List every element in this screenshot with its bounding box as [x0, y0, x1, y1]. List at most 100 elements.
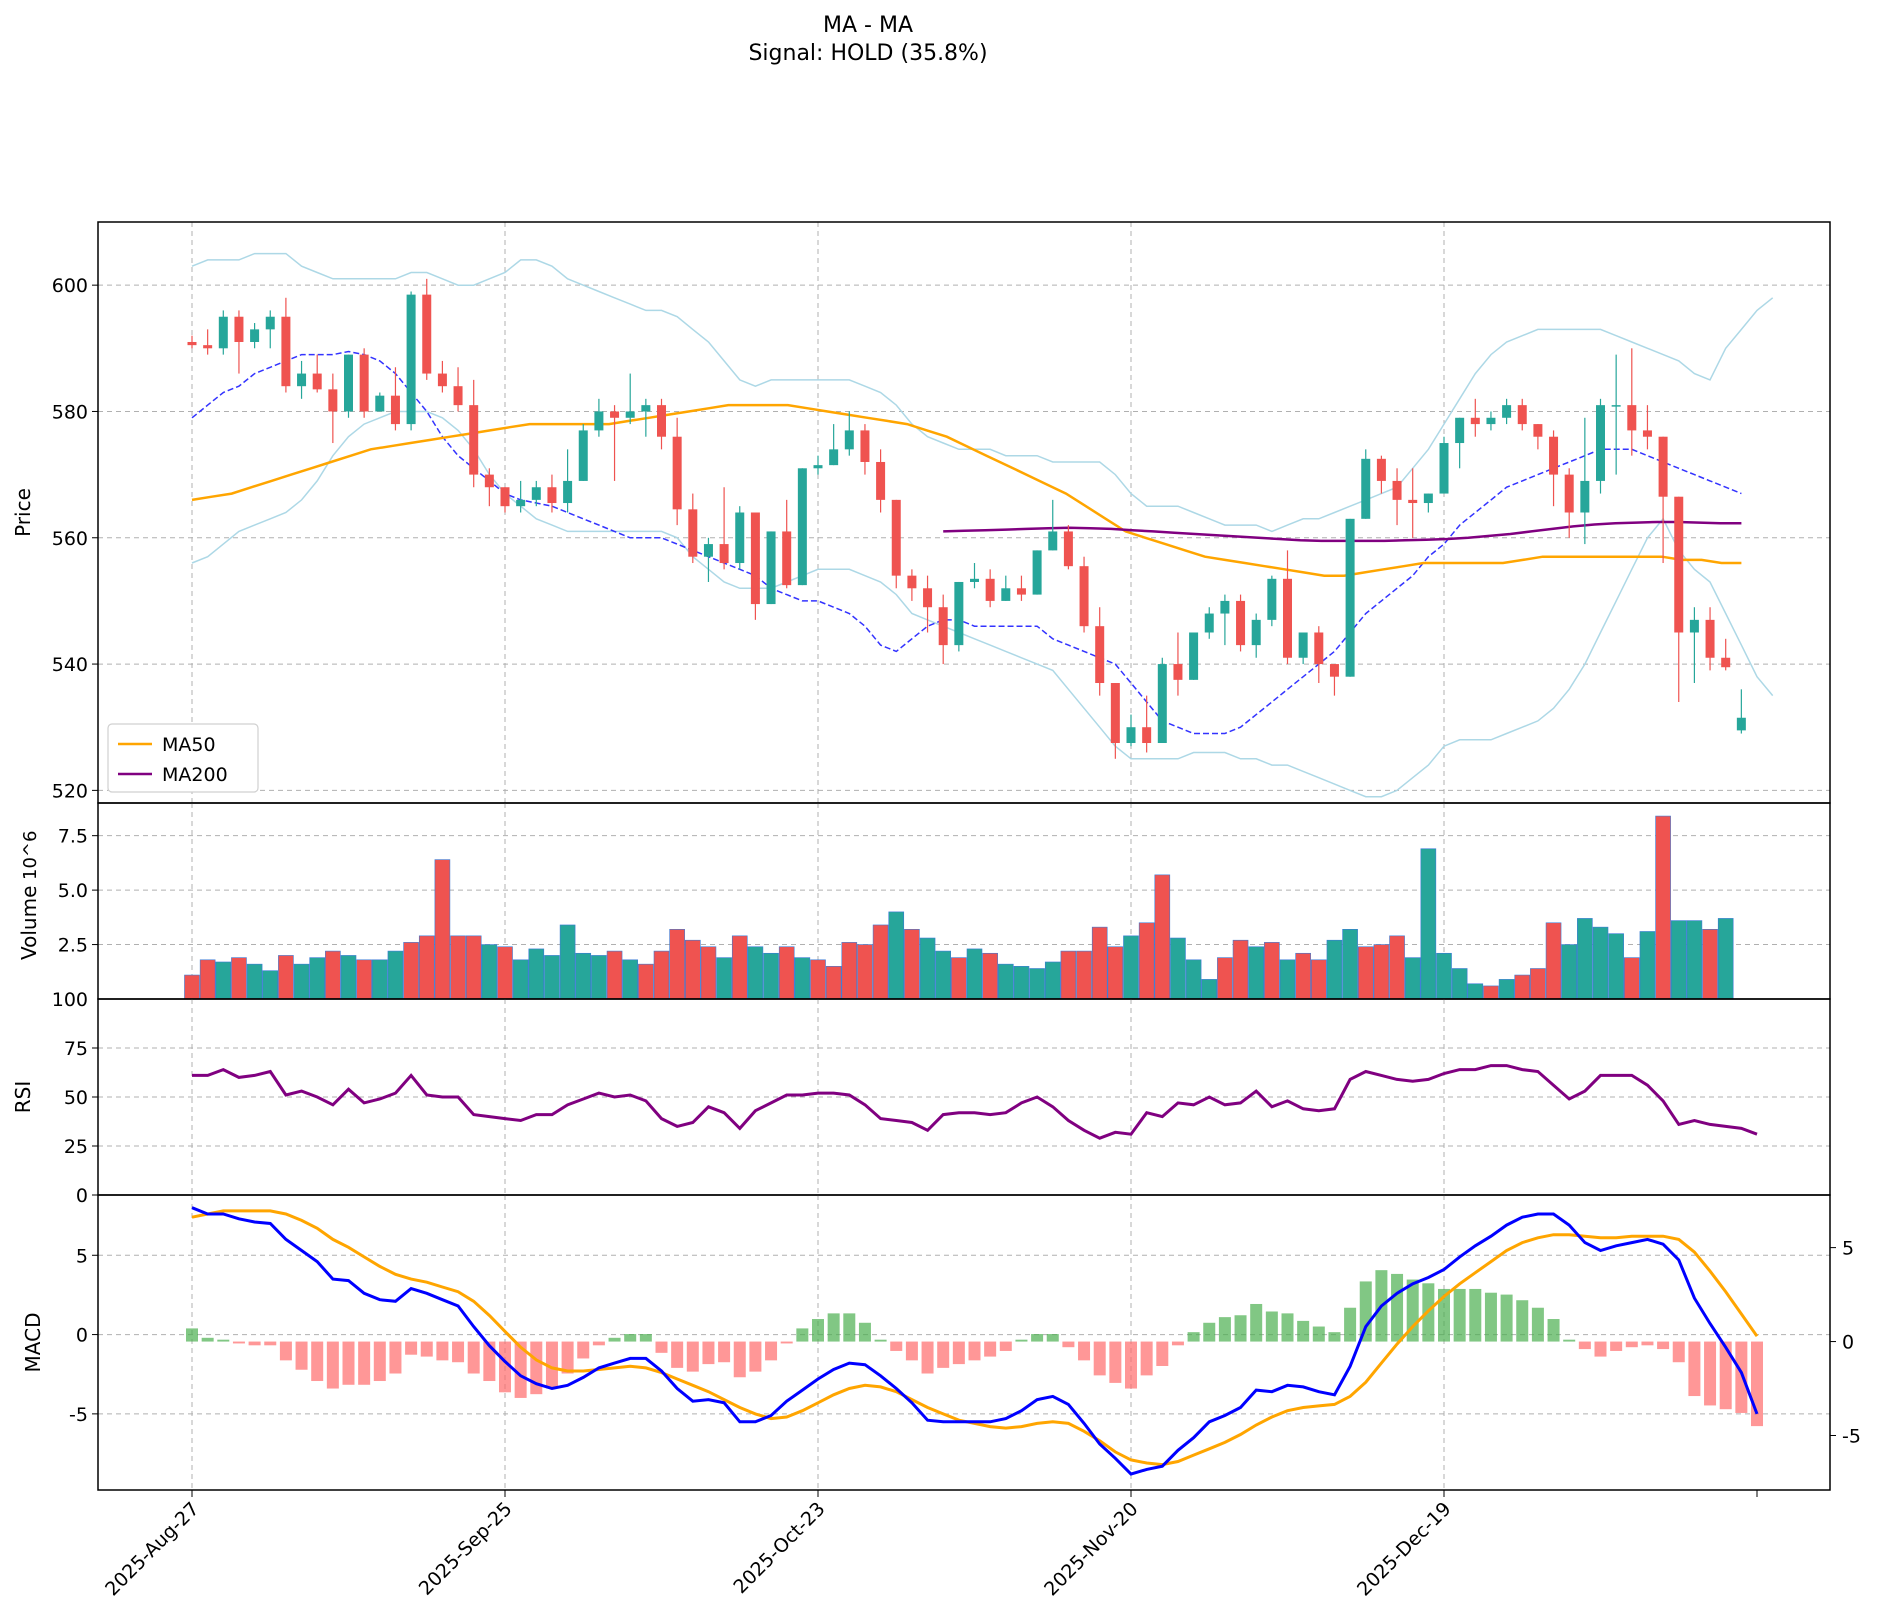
macd-histogram-bar [217, 1339, 230, 1342]
candle-body [406, 294, 416, 425]
volume-bar [591, 955, 607, 1000]
volume-bar [544, 955, 560, 1000]
candle-body [484, 474, 494, 488]
candle-body [719, 544, 729, 564]
volume-bar [356, 959, 372, 1000]
macd-signal-line [191, 1209, 1759, 1467]
candle-body [1502, 405, 1512, 418]
candle-body [1580, 480, 1590, 513]
candle-body [703, 544, 713, 557]
candle-body [516, 499, 526, 507]
volume-bar [982, 952, 998, 1000]
volume-bar [293, 963, 310, 1000]
candle-body [422, 294, 432, 374]
rsi-tick-label: 25 [64, 1136, 88, 1158]
candle-body [876, 461, 886, 500]
macd-histogram-bar [890, 1341, 903, 1351]
macd-histogram-bar [1453, 1288, 1466, 1342]
macd-histogram-bar [1328, 1332, 1341, 1342]
macd-panel: -5 0 5 -5 0 5 MACD [21, 1194, 1861, 1491]
volume-bar [1060, 950, 1077, 1000]
candle-body [594, 411, 604, 431]
volume-bar [371, 959, 388, 1000]
volume-axis-label: Volume [17, 886, 41, 960]
candle-body [610, 411, 620, 418]
volume-bar [199, 959, 216, 1000]
candle-body [1439, 443, 1449, 494]
macd-histogram-bar [1093, 1341, 1106, 1376]
candle-body [1408, 499, 1418, 504]
macd-histogram-bar [1610, 1341, 1623, 1351]
macd-histogram-bar [358, 1341, 371, 1385]
candle-body [797, 468, 807, 586]
macd-histogram-bar [1719, 1341, 1732, 1410]
volume-bar [1498, 979, 1515, 1000]
rsi-panel: 0 25 50 75 RSI [11, 998, 1831, 1207]
volume-bar [465, 935, 482, 1000]
volume-bar [418, 935, 435, 1000]
volume-bar [1248, 946, 1264, 1000]
volume-bar [1013, 966, 1030, 1000]
volume-bar [231, 957, 247, 1000]
candle-body [1204, 613, 1214, 633]
volume-bar [1592, 926, 1609, 1000]
price-panel: 520 540 560 580 600 Price [11, 221, 1831, 804]
volume-scale-label: 10^6 [20, 831, 41, 880]
candle-body [1189, 632, 1199, 680]
candle-body [1283, 578, 1292, 658]
candle-body [234, 316, 244, 342]
candle-body [297, 373, 307, 387]
macd-histogram-bar [624, 1334, 637, 1342]
candle-body [218, 316, 228, 349]
volume-bar [1389, 935, 1405, 1000]
candle-body [1423, 493, 1433, 504]
candle-body [907, 575, 917, 589]
candle-body [1721, 657, 1731, 668]
candle-body [766, 531, 776, 605]
candle-body [453, 386, 463, 406]
macd-histogram-bar [1344, 1307, 1357, 1342]
ma20-line [191, 350, 1742, 735]
macd-histogram-bar [1297, 1320, 1310, 1342]
macd-histogram-bar [718, 1341, 731, 1363]
volume-bar [387, 950, 404, 1000]
volume-bar [559, 924, 576, 1000]
volume-panel: 2.5 5.0 7.5 100 Volume 10^6 [17, 802, 1831, 1011]
volume-bar [825, 966, 842, 1000]
volume-bar [731, 935, 748, 1000]
candle-body [1533, 424, 1543, 437]
volume-tick-label: 5.0 [58, 880, 88, 902]
macd-histogram-bar [561, 1341, 574, 1374]
volume-bar [434, 859, 451, 1000]
candle-body [1486, 417, 1496, 425]
volume-bar [1342, 929, 1358, 1000]
macd-histogram-bar [248, 1341, 261, 1346]
volume-bar [1577, 918, 1593, 1000]
candle-body [531, 487, 541, 500]
macd-histogram-bar [1391, 1273, 1404, 1342]
macd-histogram-bar [1156, 1341, 1169, 1366]
volume-bar [1717, 918, 1734, 1000]
candle-body [328, 389, 338, 412]
macd-tick-label: 0 [76, 1325, 88, 1347]
candle-body [1079, 566, 1089, 627]
candle-body [782, 531, 792, 586]
candle-body [688, 509, 698, 557]
macd-histogram-bar [499, 1341, 511, 1393]
macd-histogram-bar [592, 1341, 605, 1346]
macd-histogram-bar [483, 1341, 496, 1382]
volume-bar [997, 963, 1014, 1000]
rsi-tick-label: 50 [64, 1087, 88, 1109]
candle-body [1596, 405, 1605, 481]
macd-histogram-bar [780, 1341, 793, 1344]
candle-body [1220, 600, 1230, 614]
candle-body [1345, 518, 1355, 677]
x-tick-label: 2025-Nov-20 [1040, 1498, 1142, 1600]
candle-body [1658, 436, 1668, 497]
volume-bar [528, 948, 545, 1000]
macd-histogram-bar [1406, 1279, 1419, 1342]
macd-histogram-bar [952, 1341, 965, 1365]
macd-histogram-bar [968, 1341, 981, 1361]
volume-bar [512, 959, 529, 1000]
volume-bar [575, 952, 592, 1000]
